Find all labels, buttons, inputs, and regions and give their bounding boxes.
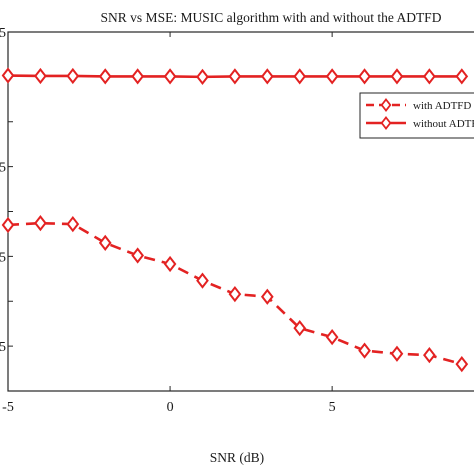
data-point bbox=[98, 68, 112, 85]
legend-label: with ADTFD bbox=[413, 100, 471, 112]
data-point bbox=[34, 215, 47, 232]
data-point bbox=[293, 320, 307, 337]
data-point bbox=[1, 67, 15, 84]
series-group bbox=[1, 67, 469, 373]
data-point bbox=[66, 67, 80, 85]
data-point bbox=[196, 272, 209, 289]
data-point bbox=[358, 342, 371, 359]
data-point bbox=[325, 329, 339, 346]
data-point bbox=[163, 68, 177, 85]
data-point bbox=[131, 247, 144, 264]
data-point bbox=[455, 355, 469, 373]
data-point bbox=[228, 285, 242, 303]
data-point bbox=[196, 68, 209, 86]
y-tick-label: 5 bbox=[0, 250, 6, 265]
data-point bbox=[260, 288, 274, 305]
chart-title: SNR vs MSE: MUSIC algorithm with and wit… bbox=[101, 10, 442, 25]
x-tick-label: 5 bbox=[329, 400, 336, 415]
data-point bbox=[98, 234, 112, 252]
data-point bbox=[34, 67, 47, 85]
data-point bbox=[423, 68, 436, 85]
data-point bbox=[325, 68, 339, 85]
data-point bbox=[390, 345, 404, 362]
data-point bbox=[455, 68, 469, 85]
data-point bbox=[358, 68, 371, 85]
y-tick-label: 5 bbox=[0, 26, 6, 41]
axes-ticks: -5 0 5 5 5 5 5 bbox=[0, 26, 336, 415]
y-tick-label: 5 bbox=[0, 340, 6, 355]
data-point bbox=[423, 346, 436, 364]
data-point bbox=[66, 215, 80, 233]
data-point bbox=[260, 68, 274, 85]
x-tick-label: 0 bbox=[167, 400, 174, 415]
data-point bbox=[228, 68, 242, 85]
legend-box bbox=[359, 92, 474, 139]
x-axis-label: SNR (dB) bbox=[210, 450, 264, 465]
data-point bbox=[131, 68, 144, 85]
data-point bbox=[293, 68, 307, 85]
legend-label: without ADTFD bbox=[413, 118, 474, 130]
data-point bbox=[390, 68, 404, 85]
plot-area bbox=[7, 31, 474, 392]
data-point bbox=[163, 255, 177, 273]
legend-marker bbox=[380, 116, 392, 130]
y-tick-label: 5 bbox=[0, 161, 6, 176]
x-tick-label: -5 bbox=[2, 400, 14, 415]
legend: with ADTFD without ADTFD bbox=[359, 92, 474, 139]
data-point bbox=[1, 216, 15, 234]
legend-marker bbox=[380, 98, 392, 112]
